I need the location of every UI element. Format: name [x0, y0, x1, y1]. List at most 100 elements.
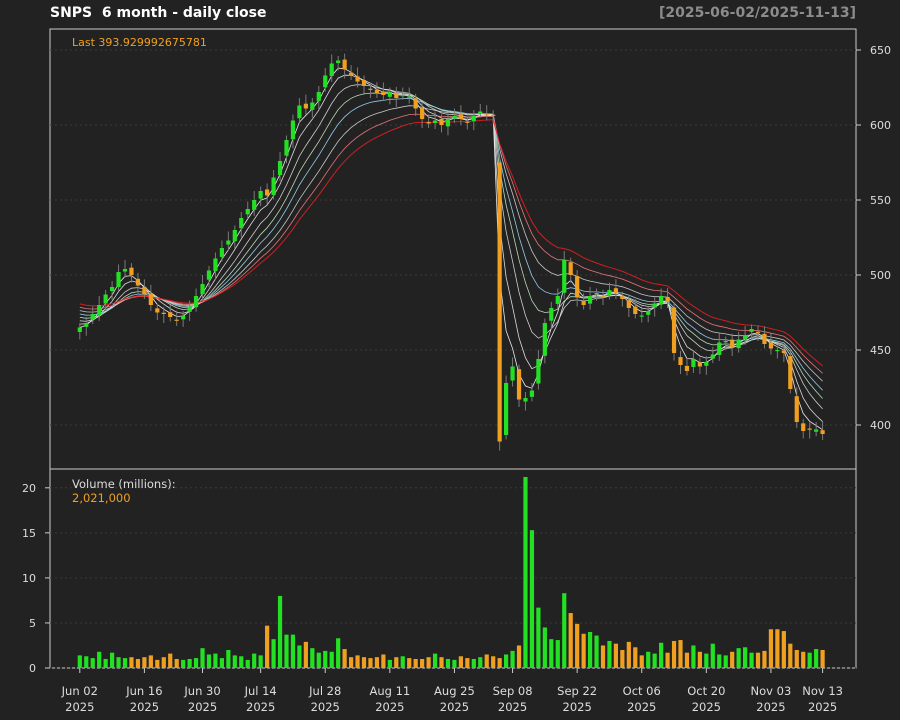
volume-bar	[271, 639, 276, 668]
x-tick-label: Oct 20	[687, 684, 725, 698]
x-tick-year: 2025	[246, 700, 275, 714]
candle-body	[820, 430, 825, 434]
candle-body	[310, 102, 315, 110]
candle-body	[381, 91, 386, 95]
volume-bar	[678, 640, 683, 668]
volume-bar	[284, 634, 289, 668]
volume-bar	[432, 653, 438, 668]
chart-title: SNPS 6 month - daily close	[50, 5, 267, 21]
volume-bar	[510, 650, 515, 668]
candle-body	[387, 92, 392, 97]
volume-bar	[736, 648, 741, 668]
volume-bar	[594, 635, 599, 668]
candle-body	[723, 341, 728, 343]
candle-body	[516, 369, 522, 400]
volume-bar	[613, 643, 619, 668]
candle-body	[348, 72, 354, 76]
price-tick-label: 550	[870, 194, 891, 207]
x-tick-label: Sep 08	[493, 684, 533, 698]
x-tick-year: 2025	[498, 700, 527, 714]
candle-body	[368, 88, 373, 90]
candle-body	[594, 293, 599, 295]
moving-average-line	[79, 119, 823, 367]
volume-bar	[413, 658, 418, 668]
x-tick-year: 2025	[440, 700, 469, 714]
candle-body	[90, 314, 95, 320]
x-tick-year: 2025	[627, 700, 656, 714]
candle-body	[374, 89, 380, 94]
candle-body	[684, 365, 690, 371]
volume-bar	[504, 654, 509, 668]
candle-body	[252, 200, 257, 210]
candle-body	[781, 350, 786, 353]
volume-bar	[161, 657, 166, 668]
volume-bar	[781, 631, 786, 668]
volume-bar	[794, 649, 799, 668]
x-tick-year: 2025	[65, 700, 94, 714]
volume-bar	[730, 651, 735, 668]
candle-body	[432, 120, 438, 124]
volume-last-value: 2,021,000	[72, 491, 131, 505]
candle-body	[801, 423, 806, 431]
volume-bar	[710, 643, 715, 668]
x-tick-year: 2025	[130, 700, 159, 714]
candle-body	[142, 286, 147, 295]
volume-bar	[646, 651, 651, 668]
candle-body	[587, 296, 593, 304]
candle-body	[426, 121, 431, 124]
volume-bar	[762, 650, 767, 668]
volume-bar	[491, 656, 496, 668]
candle-body	[323, 75, 328, 88]
candle-body	[271, 177, 276, 196]
candle-body	[316, 92, 321, 101]
volume-bar	[200, 648, 205, 668]
candle-body	[445, 119, 451, 127]
candle-body	[491, 114, 496, 116]
volume-bar	[174, 658, 179, 668]
x-tick-label: Aug 25	[434, 684, 475, 698]
candle-body	[239, 218, 244, 229]
volume-bar	[484, 654, 489, 668]
volume-bar	[587, 631, 593, 668]
candle-body	[600, 295, 606, 297]
candle-body	[478, 111, 483, 114]
candle-body	[168, 312, 173, 317]
volume-bar	[523, 477, 528, 668]
volume-bar	[252, 653, 257, 668]
volume-bar	[310, 648, 315, 668]
volume-bar	[755, 652, 761, 668]
volume-bar	[258, 655, 263, 668]
volume-bar	[368, 658, 373, 668]
candle-body	[484, 114, 489, 116]
volume-bar	[426, 657, 431, 668]
price-panel-frame	[49, 28, 857, 470]
volume-bar	[665, 652, 670, 668]
volume-bar	[355, 655, 360, 668]
candle-body	[200, 284, 205, 295]
volume-bar	[465, 658, 470, 668]
candle-body	[116, 272, 121, 287]
volume-bar	[575, 623, 580, 668]
volume-bar	[155, 659, 160, 668]
candle-body	[148, 293, 153, 305]
candle-body	[219, 248, 225, 257]
volume-bar	[77, 655, 82, 668]
candle-body	[575, 276, 580, 298]
volume-bar	[323, 650, 328, 668]
candle-body	[742, 335, 748, 339]
candle-body	[420, 107, 425, 119]
x-tick-label: Jul 28	[308, 684, 341, 698]
volume-bar	[219, 658, 225, 668]
candle-body	[297, 105, 302, 119]
candle-body	[206, 270, 212, 280]
moving-average-line	[79, 97, 823, 391]
candle-body	[155, 308, 160, 313]
x-tick-year: 2025	[692, 700, 721, 714]
volume-bar	[788, 643, 793, 668]
candle-body	[187, 306, 192, 312]
volume-bar	[581, 633, 586, 668]
candle-body	[103, 294, 108, 304]
volume-bar	[103, 658, 108, 668]
candle-body	[678, 357, 683, 365]
volume-bar	[542, 627, 547, 668]
